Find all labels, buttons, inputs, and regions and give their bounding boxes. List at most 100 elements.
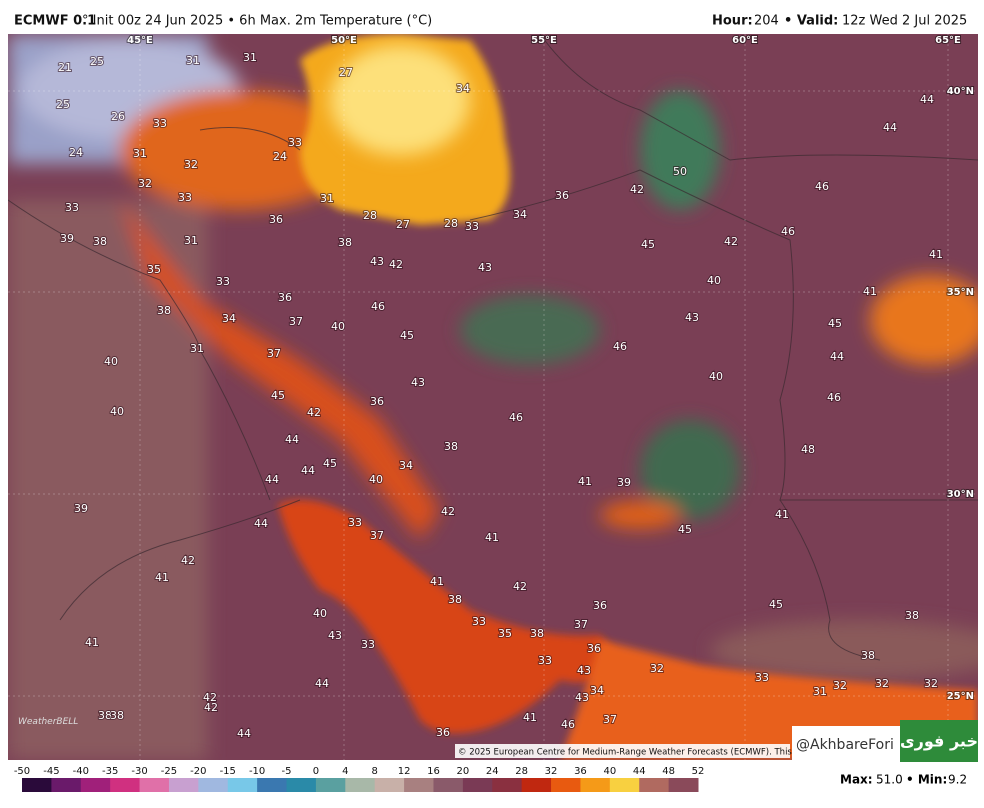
temperature-label: 36 <box>269 213 283 226</box>
temperature-label: 43 <box>370 255 384 268</box>
lon-label: 50°E <box>331 35 357 46</box>
temperature-label: 44 <box>285 433 299 446</box>
temperature-label: 33 <box>65 201 79 214</box>
lon-label: 55°E <box>531 35 557 46</box>
temperature-label: 27 <box>339 66 353 79</box>
temperature-label: 42 <box>307 406 321 419</box>
temperature-label: 24 <box>273 150 287 163</box>
temperature-label: 33 <box>361 638 375 651</box>
temperature-label: 40 <box>369 473 383 486</box>
colorbar-segment <box>580 778 611 792</box>
temperature-label: 42 <box>724 235 738 248</box>
colorbar-tick-label: -25 <box>161 766 177 777</box>
temperature-label: 28 <box>363 209 377 222</box>
temperature-label: 31 <box>243 51 257 64</box>
temperature-label: 36 <box>370 395 384 408</box>
temperature-label: 31 <box>184 234 198 247</box>
temperature-label: 39 <box>617 476 631 489</box>
temperature-label: 38 <box>110 709 124 722</box>
temperature-label: 25 <box>56 98 70 111</box>
temperature-label: 42 <box>441 505 455 518</box>
temperature-label: 38 <box>444 440 458 453</box>
temperature-label: 46 <box>509 411 523 424</box>
temperature-label: 34 <box>456 82 470 95</box>
watermark-handle: @AkhbareFori <box>796 737 894 753</box>
copyright: © 2025 European Centre for Medium-Range … <box>458 748 825 758</box>
colorbar-segment <box>374 778 405 792</box>
temperature-label: 44 <box>920 93 934 106</box>
temperature-label: 42 <box>513 580 527 593</box>
lon-label: 45°E <box>127 35 153 46</box>
temperature-label: 48 <box>801 443 815 456</box>
temperature-label: 38 <box>93 235 107 248</box>
temperature-label: 31 <box>813 685 827 698</box>
temperature-label: 40 <box>104 355 118 368</box>
temperature-label: 44 <box>301 464 315 477</box>
temperature-label: 46 <box>561 718 575 731</box>
temperature-label: 33 <box>216 275 230 288</box>
temperature-label: 34 <box>222 312 236 325</box>
watermark-logo: خبر فوری <box>900 732 978 751</box>
colorbar-segment <box>521 778 552 792</box>
temperature-label: 32 <box>833 679 847 692</box>
temperature-label: 32 <box>924 677 938 690</box>
temperature-label: 33 <box>348 516 362 529</box>
temperature-label: 39 <box>74 502 88 515</box>
colorbar-tick-label: 0 <box>313 766 319 777</box>
colorbar-tick-label: -15 <box>220 766 236 777</box>
temperature-label: 44 <box>315 677 329 690</box>
colorbar-segment <box>609 778 640 792</box>
temperature-label: 41 <box>929 248 943 261</box>
colorbar-segment <box>110 778 141 792</box>
lon-label: 65°E <box>935 35 961 46</box>
colorbar-tick-label: -50 <box>14 766 30 777</box>
temperature-label: 41 <box>430 575 444 588</box>
colorbar-tick-label: 20 <box>457 766 470 777</box>
temperature-label: 31 <box>186 54 200 67</box>
colorbar-tick-label: 40 <box>603 766 616 777</box>
temperature-label: 45 <box>828 317 842 330</box>
max: 51.0 <box>876 773 903 787</box>
temperature-label: 33 <box>178 191 192 204</box>
temperature-label: 50 <box>673 165 687 178</box>
lon-label: 60°E <box>732 35 758 46</box>
colorbar-segment <box>668 778 699 792</box>
temperature-label: 46 <box>781 225 795 238</box>
colorbar-tick-label: 36 <box>574 766 587 777</box>
temperature-label: 31 <box>190 342 204 355</box>
temperature-label: 32 <box>184 158 198 171</box>
temperature-label: 45 <box>678 523 692 536</box>
temperature-label: 38 <box>448 593 462 606</box>
temperature-label: 43 <box>478 261 492 274</box>
temperature-label: 38 <box>157 304 171 317</box>
temperature-label: 43 <box>685 311 699 324</box>
colorbar-tick-label: -30 <box>131 766 147 777</box>
colorbar-segment <box>404 778 434 792</box>
colorbar-segment <box>198 778 229 792</box>
valid-label: • Valid: <box>784 14 838 29</box>
colorbar-segment <box>551 778 581 792</box>
colorbar-segment <box>139 778 170 792</box>
temperature-label: 41 <box>85 636 99 649</box>
colorbar-segment <box>168 778 199 792</box>
temperature-label: 41 <box>863 285 877 298</box>
temperature-label: 25 <box>90 55 104 68</box>
temperature-label: 32 <box>875 677 889 690</box>
temperature-label: 40 <box>331 320 345 333</box>
temperature-label: 39 <box>60 232 74 245</box>
temperature-label: 37 <box>603 713 617 726</box>
temperature-label: 38 <box>98 709 112 722</box>
colorbar-tick-label: -45 <box>43 766 59 777</box>
colorbar-tick-label: 12 <box>398 766 411 777</box>
temperature-label: 46 <box>815 180 829 193</box>
colorbar-segment <box>286 778 317 792</box>
colorbar-tick-label: 24 <box>486 766 499 777</box>
colorbar-tick-label: -10 <box>249 766 265 777</box>
colorbar-segment <box>462 778 493 792</box>
temperature-label: 41 <box>775 508 789 521</box>
temperature-label: 24 <box>69 146 83 159</box>
temperature-label: 33 <box>465 220 479 233</box>
colorbar-segment <box>22 778 52 792</box>
colorbar-segment <box>433 778 464 792</box>
